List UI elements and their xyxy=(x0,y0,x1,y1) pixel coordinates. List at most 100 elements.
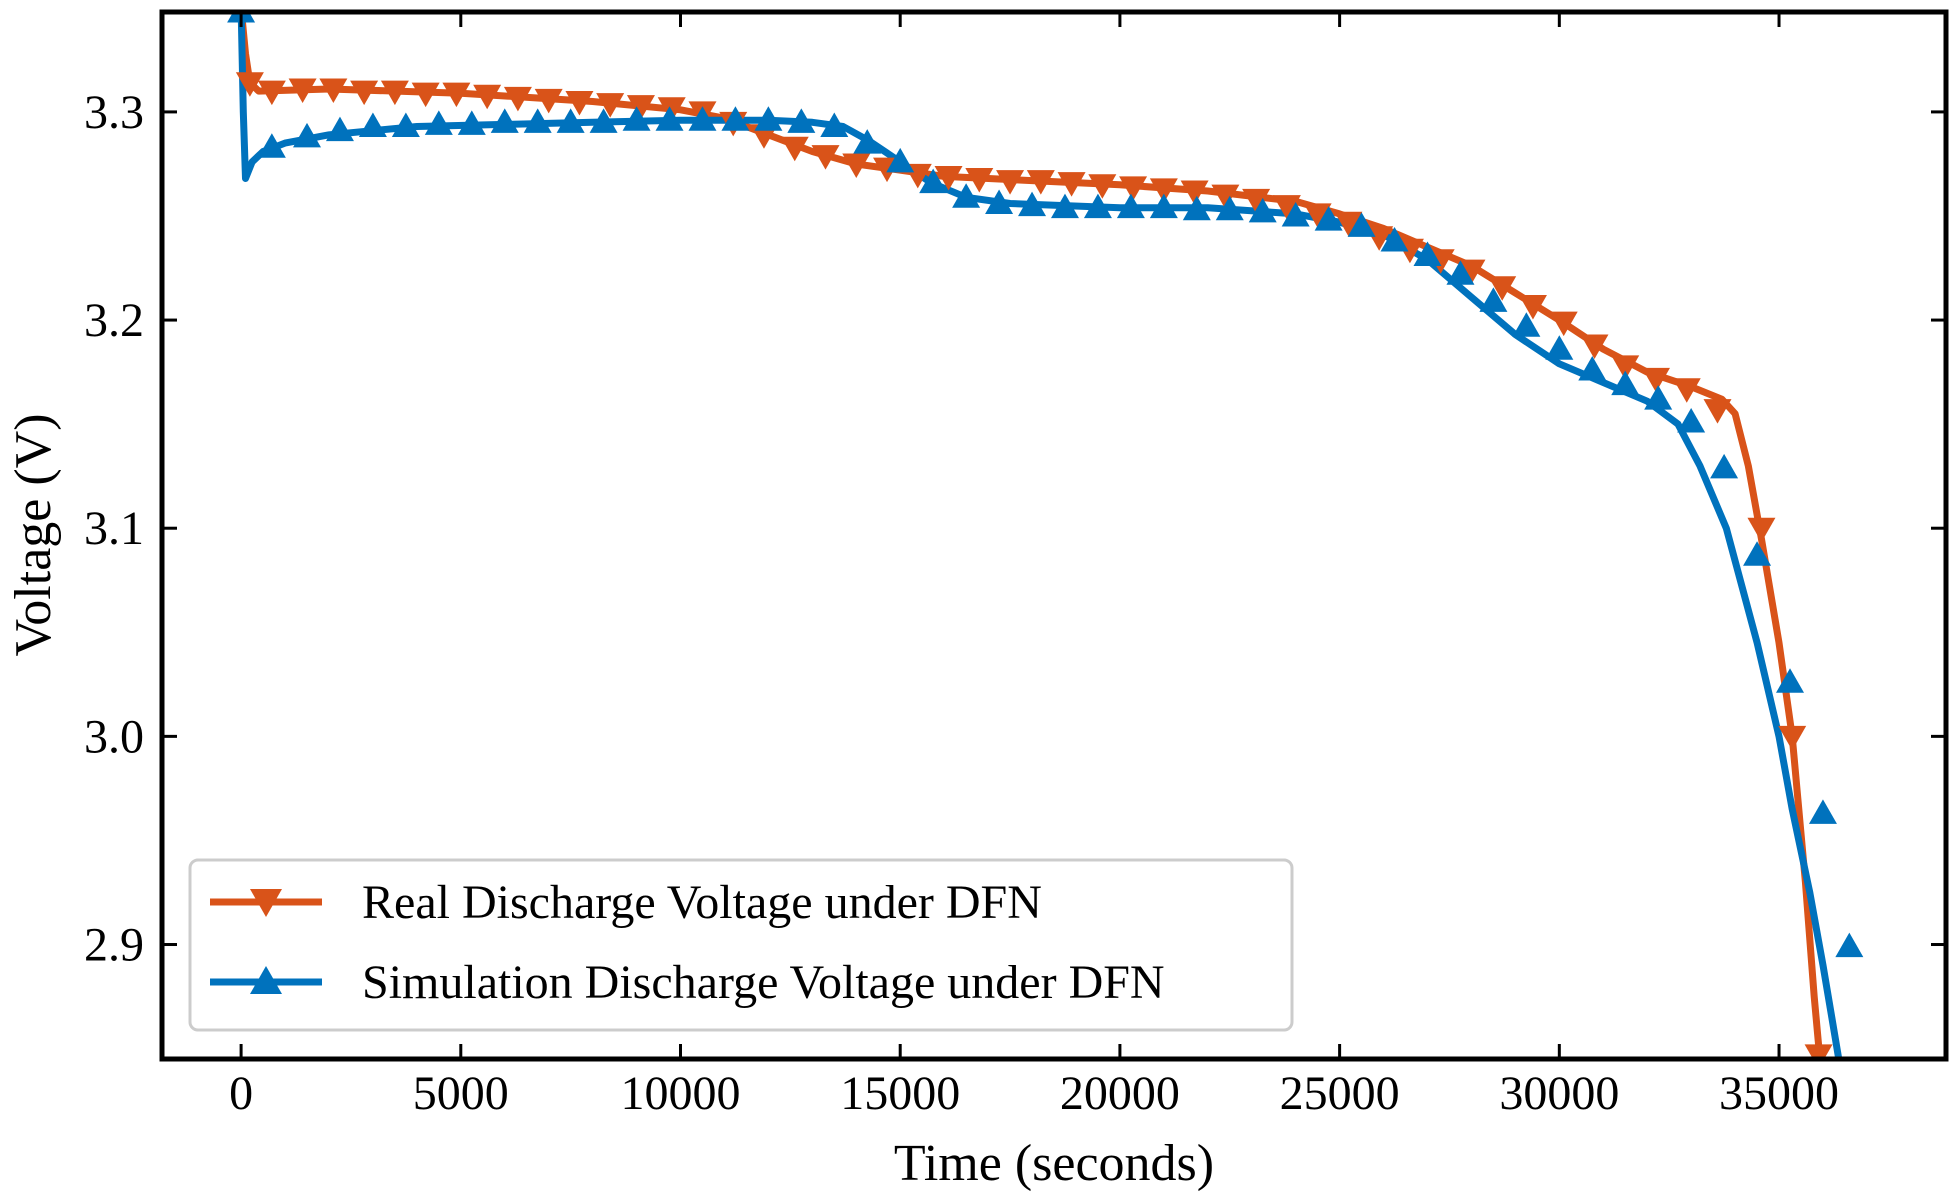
marker-simulation xyxy=(1710,453,1739,479)
marker-simulation xyxy=(293,122,322,148)
y-tick-label: 3.2 xyxy=(84,294,144,347)
marker-simulation xyxy=(1182,195,1211,221)
marker-real xyxy=(1778,725,1807,751)
marker-real xyxy=(1804,1044,1833,1059)
marker-simulation xyxy=(1248,197,1277,223)
marker-real xyxy=(442,82,471,108)
marker-real xyxy=(534,88,563,114)
marker-real xyxy=(1672,378,1701,403)
marker-real xyxy=(1057,172,1086,197)
marker-simulation xyxy=(1050,193,1079,219)
marker-simulation xyxy=(1116,193,1145,219)
marker-simulation xyxy=(424,110,453,135)
x-axis-label: Time (seconds) xyxy=(894,1135,1214,1192)
marker-real xyxy=(473,84,502,110)
marker-real xyxy=(657,97,686,122)
x-tick-label: 30000 xyxy=(1499,1067,1619,1120)
marker-real xyxy=(1180,180,1209,206)
marker-real xyxy=(380,80,409,106)
marker-real xyxy=(965,168,994,193)
marker-simulation xyxy=(1380,226,1409,252)
marker-real xyxy=(257,80,286,106)
marker-real xyxy=(1641,367,1670,393)
marker-real xyxy=(1611,355,1640,380)
y-tick-label: 3.0 xyxy=(84,710,144,763)
marker-real xyxy=(1457,259,1486,285)
marker-simulation xyxy=(985,189,1014,214)
marker-simulation xyxy=(1611,370,1640,396)
marker-real xyxy=(1549,311,1578,337)
marker-simulation xyxy=(1644,385,1673,410)
marker-real xyxy=(626,95,655,120)
legend-box xyxy=(188,858,1294,1032)
y-tick-label: 2.9 xyxy=(84,919,144,972)
marker-real xyxy=(565,91,594,116)
marker-simulation xyxy=(919,168,948,194)
marker-simulation xyxy=(1479,287,1508,312)
x-tick-label: 20000 xyxy=(1060,1067,1180,1120)
marker-real xyxy=(319,78,348,104)
marker-simulation xyxy=(1347,212,1376,237)
marker-real xyxy=(1088,174,1117,199)
marker-simulation xyxy=(1314,206,1343,231)
marker-real xyxy=(503,86,532,112)
marker-simulation xyxy=(655,106,684,131)
marker-real xyxy=(288,78,317,104)
legend-label-real: Real Discharge Voltage under DFN xyxy=(362,876,1042,929)
marker-real xyxy=(1580,334,1609,360)
marker-real xyxy=(1518,294,1547,320)
legend-marker-real xyxy=(250,889,282,917)
marker-simulation xyxy=(688,106,717,131)
marker-real xyxy=(1026,170,1055,195)
marker-real xyxy=(235,72,264,97)
marker-simulation xyxy=(787,108,816,133)
marker-simulation xyxy=(1743,541,1772,566)
marker-real xyxy=(1149,178,1178,203)
marker-real xyxy=(811,145,840,170)
marker-simulation xyxy=(1281,201,1310,227)
marker-real xyxy=(1303,203,1332,228)
ticks-layer: 0 5000 10000 15000 20000 25000 30000 35000 2.9 3.… xyxy=(84,12,1946,1120)
marker-simulation xyxy=(1083,193,1112,219)
y-axis-label: Voltage (V) xyxy=(5,413,62,656)
marker-simulation xyxy=(1545,335,1574,360)
marker-simulation xyxy=(457,110,486,135)
marker-simulation xyxy=(1578,356,1607,381)
x-tick-label: 10000 xyxy=(621,1067,741,1120)
marker-real xyxy=(934,165,963,191)
marker-simulation xyxy=(1677,408,1706,433)
marker-simulation xyxy=(1215,195,1244,221)
marker-real xyxy=(1488,276,1517,301)
marker-simulation xyxy=(1018,191,1047,217)
marker-simulation xyxy=(1413,241,1442,267)
marker-simulation xyxy=(589,108,618,133)
marker-real xyxy=(1272,195,1301,220)
legend-marker-sim xyxy=(250,966,282,994)
series-layer xyxy=(227,12,1864,1059)
y-tick-label: 3.1 xyxy=(84,502,144,555)
x-tick-label: 35000 xyxy=(1719,1067,1839,1120)
x-tick-label: 15000 xyxy=(840,1067,960,1120)
marker-simulation xyxy=(325,116,354,142)
marker-real xyxy=(996,170,1025,195)
legend: Real Discharge Voltage under DFN Simulat… xyxy=(188,858,1294,1032)
marker-real xyxy=(1703,399,1732,424)
plot-frame xyxy=(159,9,1949,1062)
marker-real xyxy=(1211,184,1240,210)
x-tick-label: 5000 xyxy=(413,1067,509,1120)
marker-simulation xyxy=(886,147,915,173)
marker-simulation xyxy=(721,106,750,131)
marker-real xyxy=(350,80,379,106)
x-tick-label: 25000 xyxy=(1280,1067,1400,1120)
x-tick-label: 0 xyxy=(229,1067,253,1120)
marker-simulation xyxy=(1446,260,1475,285)
marker-real xyxy=(596,93,625,118)
marker-simulation xyxy=(556,108,585,133)
marker-simulation xyxy=(1776,668,1805,693)
marker-simulation xyxy=(490,108,519,133)
marker-simulation xyxy=(523,108,552,133)
marker-simulation xyxy=(1149,193,1178,219)
marker-real xyxy=(842,153,871,178)
